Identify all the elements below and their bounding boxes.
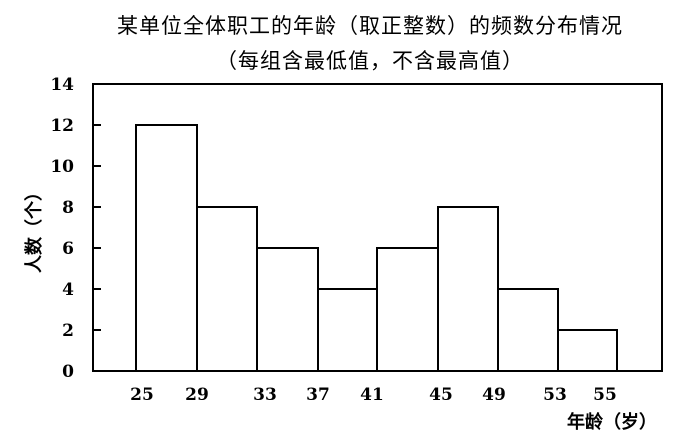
bars-group [135, 124, 618, 372]
histogram-bar-29-33 [196, 206, 258, 372]
histogram-bar-37-41 [317, 288, 378, 372]
y-axis-title: 人数（个） [23, 183, 45, 273]
histogram-bar-41-45 [376, 247, 439, 372]
chart-title: 某单位全体职工的年龄（取正整数）的频数分布情况 [117, 14, 623, 38]
y-tick-label: 4 [62, 280, 74, 300]
y-axis: 0 2 4 6 8 10 12 14 [50, 75, 101, 382]
x-axis: 25 29 33 37 41 45 49 53 55 [130, 385, 617, 405]
x-tick-label: 49 [482, 385, 506, 405]
y-tick-label: 8 [62, 198, 74, 218]
x-tick-label: 41 [360, 385, 384, 405]
x-tick-label: 29 [185, 385, 209, 405]
y-tick-label: 0 [62, 362, 74, 382]
x-tick-label: 25 [130, 385, 154, 405]
y-tick-label: 6 [62, 239, 74, 259]
x-tick-label: 55 [593, 385, 617, 405]
histogram-bar-25-29 [135, 124, 198, 372]
y-tick-label: 12 [50, 116, 74, 136]
histogram-bar-33-37 [256, 247, 319, 372]
x-tick-label: 45 [429, 385, 453, 405]
histogram-bar-49-53 [497, 288, 559, 372]
y-tick-label: 14 [50, 75, 74, 95]
x-tick-label: 53 [543, 385, 567, 405]
x-axis-title: 年龄（岁） [567, 411, 657, 433]
x-tick-label: 37 [306, 385, 330, 405]
x-tick-label: 33 [253, 385, 277, 405]
histogram-bar-53-55 [557, 329, 618, 372]
y-tick-label: 10 [50, 157, 74, 177]
chart-subtitle: （每组含最低值，不含最高值） [216, 49, 524, 73]
histogram-bar-45-49 [437, 206, 499, 372]
y-tick-label: 2 [62, 321, 74, 341]
